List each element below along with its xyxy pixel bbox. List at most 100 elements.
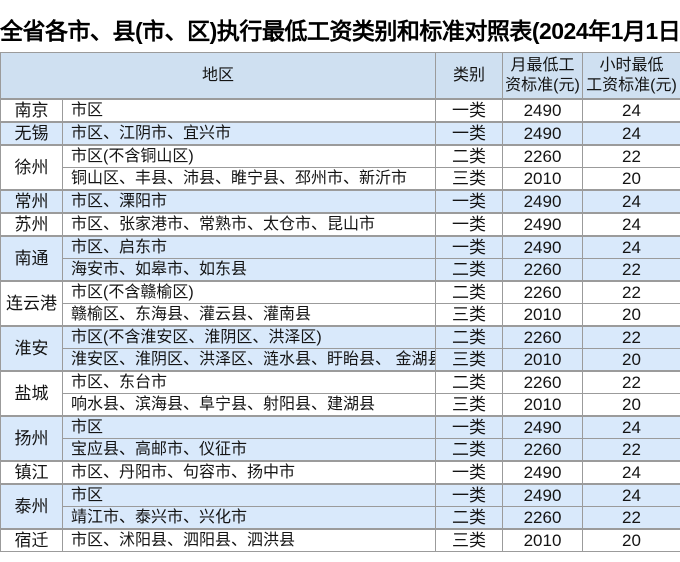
monthly-wage-cell: 2010 [502, 393, 584, 417]
category-cell: 二类 [435, 325, 504, 349]
category-cell: 三类 [435, 348, 504, 372]
city-cell: 连云港 [0, 280, 63, 327]
category-cell: 三类 [435, 393, 504, 417]
hourly-wage-cell: 24 [582, 212, 680, 237]
region-cell: 市区、东台市 [61, 370, 437, 394]
region-cell: 市区 [61, 98, 437, 123]
region-cell: 市区、丹阳市、句容市、扬中市 [61, 460, 437, 485]
category-cell: 二类 [435, 438, 504, 462]
table-row: 响水县、滨海县、阜宁县、射阳县、建湖县 三类 2010 20 [1, 393, 680, 417]
city-cell: 无锡 [0, 121, 63, 146]
city-cell: 徐州 [0, 144, 63, 191]
table-body: 南京 市区 一类 2490 24 无锡 市区、江阴市、宜兴市 一类 2490 24 徐州 市区(不含铜… [0, 98, 680, 552]
region-cell: 响水县、滨海县、阜宁县、射阳县、建湖县 [61, 393, 437, 417]
category-cell: 二类 [435, 370, 504, 394]
category-cell: 三类 [435, 528, 504, 552]
table-row: 淮安区、淮阴区、洪泽区、涟水县、盱眙县、 金湖县 三类 2010 20 [1, 348, 680, 372]
monthly-wage-cell: 2490 [502, 460, 584, 485]
monthly-wage-cell: 2260 [502, 144, 584, 168]
table-row: 宝应县、高邮市、仪征市 二类 2260 22 [1, 438, 680, 462]
hourly-wage-cell: 22 [582, 325, 680, 349]
region-cell: 市区、沭阳县、泗阳县、泗洪县 [61, 528, 437, 552]
category-cell: 一类 [435, 460, 504, 485]
monthly-wage-cell: 2010 [502, 528, 584, 552]
table-row: 铜山区、丰县、沛县、睢宁县、邳州市、新沂市 三类 2010 20 [1, 167, 680, 191]
region-cell: 市区(不含赣榆区) [61, 280, 437, 304]
category-cell: 一类 [435, 212, 504, 237]
hourly-wage-cell: 24 [582, 235, 680, 259]
monthly-wage-cell: 2490 [502, 212, 584, 237]
hourly-wage-cell: 22 [582, 280, 680, 304]
table-row: 无锡 市区、江阴市、宜兴市 一类 2490 24 [0, 121, 680, 146]
table-row: 南通 市区、启东市 一类 2490 24 [0, 235, 680, 282]
monthly-wage-cell: 2490 [502, 98, 584, 123]
table-row: 靖江市、泰兴市、兴化市 二类 2260 22 [1, 506, 680, 530]
city-cell: 苏州 [0, 212, 63, 237]
hourly-wage-cell: 22 [582, 144, 680, 168]
table-row: 泰州 市区 一类 2490 24 [0, 483, 680, 530]
hourly-wage-cell: 24 [582, 415, 680, 439]
table-header: 地区 类别 月最低工 资标准(元) 小时最低 工资标准(元) [0, 52, 680, 100]
region-cell: 宝应县、高邮市、仪征市 [61, 438, 437, 462]
city-cell: 宿迁 [0, 528, 63, 552]
category-cell: 三类 [435, 167, 504, 191]
table-row: 苏州 市区、张家港市、常熟市、太仓市、昆山市 一类 2490 24 [0, 212, 680, 237]
city-cell: 常州 [0, 189, 63, 214]
region-cell: 市区 [61, 415, 437, 439]
category-cell: 一类 [435, 483, 504, 507]
monthly-wage-cell: 2010 [502, 348, 584, 372]
hourly-wage-cell: 24 [582, 121, 680, 146]
hourly-wage-cell: 20 [582, 393, 680, 417]
monthly-wage-cell: 2010 [502, 167, 584, 191]
hourly-wage-cell: 20 [582, 167, 680, 191]
table-row: 盐城 市区、东台市 二类 2260 22 [0, 370, 680, 417]
hourly-wage-cell: 22 [582, 370, 680, 394]
hourly-wage-cell: 24 [582, 460, 680, 485]
table-row: 海安市、如皋市、如东县 二类 2260 22 [1, 258, 680, 282]
hourly-wage-cell: 20 [582, 348, 680, 372]
table-row: 镇江 市区、丹阳市、句容市、扬中市 一类 2490 24 [0, 460, 680, 485]
region-cell: 市区(不含铜山区) [61, 144, 437, 168]
category-cell: 二类 [435, 506, 504, 530]
monthly-wage-cell: 2260 [502, 438, 584, 462]
header-monthly-wage: 月最低工 资标准(元) [502, 52, 584, 100]
hourly-wage-cell: 24 [582, 483, 680, 507]
table-row: 连云港 市区(不含赣榆区) 二类 2260 22 [0, 280, 680, 327]
page-title: 全省各市、县(市、区)执行最低工资类别和标准对照表(2024年1月1日起) [0, 18, 680, 45]
header-row: 地区 类别 月最低工 资标准(元) 小时最低 工资标准(元) [0, 52, 680, 100]
header-region: 地区 [0, 52, 437, 100]
hourly-wage-cell: 24 [582, 98, 680, 123]
region-cell: 靖江市、泰兴市、兴化市 [61, 506, 437, 530]
table-row: 徐州 市区(不含铜山区) 二类 2260 22 [0, 144, 680, 191]
category-cell: 二类 [435, 280, 504, 304]
table-row: 宿迁 市区、沭阳县、泗阳县、泗洪县 三类 2010 20 [0, 528, 680, 552]
hourly-wage-cell: 20 [582, 528, 680, 552]
category-cell: 三类 [435, 303, 504, 327]
category-cell: 一类 [435, 415, 504, 439]
region-cell: 市区(不含淮安区、淮阴区、洪泽区) [61, 325, 437, 349]
monthly-wage-cell: 2260 [502, 258, 584, 282]
category-cell: 二类 [435, 258, 504, 282]
monthly-wage-cell: 2260 [502, 506, 584, 530]
header-hourly-wage: 小时最低 工资标准(元) [582, 52, 680, 100]
table-row: 淮安 市区(不含淮安区、淮阴区、洪泽区) 二类 2260 22 [0, 325, 680, 372]
region-cell: 市区、启东市 [61, 235, 437, 259]
category-cell: 一类 [435, 235, 504, 259]
region-cell: 市区、张家港市、常熟市、太仓市、昆山市 [61, 212, 437, 237]
monthly-wage-cell: 2010 [502, 303, 584, 327]
region-cell: 铜山区、丰县、沛县、睢宁县、邳州市、新沂市 [61, 167, 437, 191]
city-cell: 泰州 [0, 483, 63, 530]
region-cell: 淮安区、淮阴区、洪泽区、涟水县、盱眙县、 金湖县 [61, 348, 437, 372]
table-row: 扬州 市区 一类 2490 24 [0, 415, 680, 462]
hourly-wage-cell: 24 [582, 189, 680, 214]
city-cell: 盐城 [0, 370, 63, 417]
table-row: 赣榆区、东海县、灌云县、灌南县 三类 2010 20 [1, 303, 680, 327]
hourly-wage-cell: 22 [582, 258, 680, 282]
city-cell: 南京 [0, 98, 63, 123]
monthly-wage-cell: 2490 [502, 415, 584, 439]
city-cell: 扬州 [0, 415, 63, 462]
category-cell: 一类 [435, 98, 504, 123]
monthly-wage-cell: 2490 [502, 189, 584, 214]
city-cell: 镇江 [0, 460, 63, 485]
hourly-wage-cell: 22 [582, 506, 680, 530]
